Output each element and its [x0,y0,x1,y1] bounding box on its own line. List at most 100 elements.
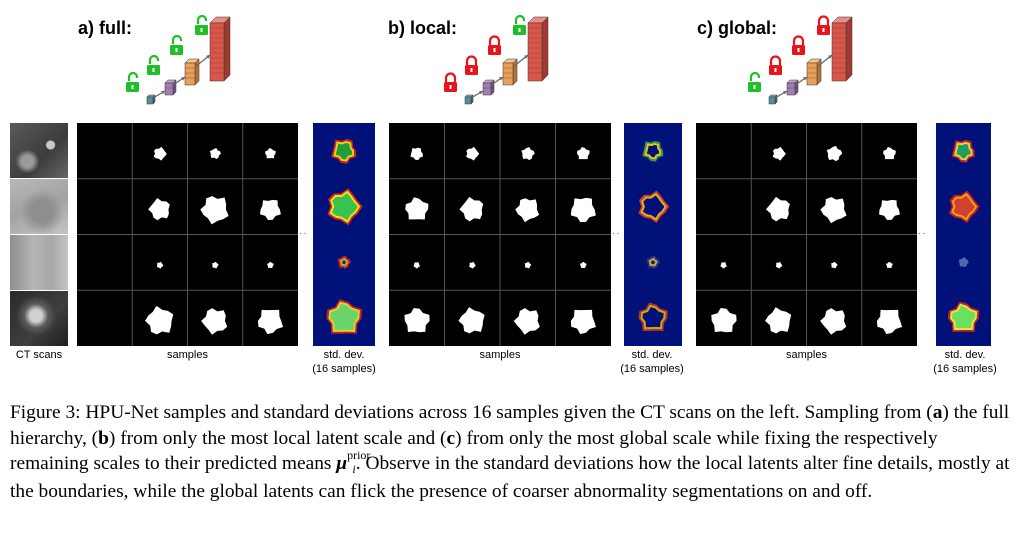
hierarchy-arrow-1 [774,90,788,99]
ellipsis-global: ·· [918,228,927,239]
std-dev-label-full: std. dev. (16 samples) [300,348,388,376]
segmentation-sample [458,307,485,334]
segmentation-sample [820,308,847,335]
segmentation-sample [469,261,476,269]
segmentation-sample [883,146,896,160]
figure-label: Figure 3: [10,402,81,423]
hierarchy-diagram-full [126,14,231,105]
unlocked-lock-icon [170,34,183,55]
std-dev-map [646,255,660,269]
samples-label-local: samples [479,349,521,361]
segmentation-sample [211,261,219,269]
segmentation-sample [521,146,535,161]
segmentation-sample [200,196,229,225]
latent-block-1 [768,94,778,105]
unlocked-lock-icon [126,71,139,92]
hierarchy-arrow-1 [152,90,166,99]
ct-scans-strip [10,123,68,346]
locked-lock-icon [769,55,782,75]
hierarchy-diagram-global [748,15,853,105]
ct-scan-3 [10,235,68,290]
std-dev-label-line2: (16 samples) [933,363,997,375]
unlocked-lock-icon [147,54,160,75]
unlocked-lock-icon [513,14,526,35]
latent-block-3 [806,58,822,86]
segmentation-sample [413,262,420,269]
ct-scan-2 [10,179,68,234]
segmentation-sample [711,308,737,333]
latent-block-4 [527,16,549,82]
hierarchy-arrow-2 [794,76,808,86]
locked-lock-icon [465,55,478,75]
locked-lock-icon [444,72,457,92]
segmentation-sample [148,198,170,221]
segmentation-sample [886,261,893,268]
ct-scan-1 [10,123,68,178]
segmentation-sample [201,308,228,335]
latent-block-1 [146,94,156,105]
segmentation-sample [404,308,430,333]
segmentation-sample [257,309,284,335]
ct-scan-4 [10,291,68,346]
locked-lock-icon [792,35,805,55]
unlocked-lock-icon [748,71,761,92]
mu-symbol: μ [336,453,348,474]
segmentation-sample [576,146,590,160]
std-dev-map [947,301,980,333]
ellipsis-local: ·· [612,228,621,239]
segmentation-sample [570,197,596,223]
std-dev-map [958,257,969,268]
std-dev-map [327,188,363,226]
latent-block-3 [502,58,518,86]
samples-label-full: samples [167,349,208,361]
ellipsis-full: ·· [299,228,308,239]
std-dev-label-line1: std. dev. [944,349,986,361]
segmentation-sample [513,308,540,335]
panel-title-local: b) local: [388,18,458,38]
latent-block-3 [184,58,200,86]
std-dev-label-line2: (16 samples) [620,363,684,375]
segmentation-sample [765,196,790,222]
segmentation-sample [405,197,429,220]
std-dev-map [337,255,351,269]
segmentation-sample [459,196,484,222]
segmentation-sample [267,261,274,268]
std-dev-map [638,190,670,224]
std-dev-map [642,140,664,162]
locked-lock-icon [488,35,501,55]
std-dev-column-local [624,123,682,346]
segmentation-sample [879,199,900,221]
segmentation-sample [720,262,727,269]
segmentation-sample [524,261,532,269]
segmentation-sample [580,261,587,268]
segmentation-sample [826,145,843,162]
latent-block-4 [209,16,231,82]
segmentation-sample [515,198,540,223]
hierarchy-arrow-3 [194,54,211,68]
figure-caption: Figure 3: HPU-Net samples and standard d… [10,402,1010,502]
samples-grid-local [389,123,611,346]
segmentation-sample [772,146,786,161]
std-dev-map [326,299,363,334]
samples-grid-full [77,123,298,346]
segmentation-sample [209,148,221,159]
segmentation-sample [775,261,783,269]
samples-grid-svg [389,123,611,346]
locked-lock-icon [817,15,830,35]
std-dev-label-local: std. dev. (16 samples) [608,348,696,376]
ct-scans-label: CT scans [15,349,63,361]
std-dev-map [951,139,975,163]
std-dev-column-global [936,123,991,346]
std-dev-label-global: std. dev. (16 samples) [921,348,1009,376]
segmentation-sample [876,309,903,335]
std-dev-label-line1: std. dev. [631,349,673,361]
segmentation-sample [765,307,792,334]
samples-grid-svg [77,123,298,346]
segmentation-sample [830,261,838,269]
hierarchy-arrow-1 [470,90,484,99]
std-dev-column-full [313,123,375,346]
segmentation-sample [144,305,174,335]
segmentation-sample [260,199,281,221]
std-dev-map [638,302,668,332]
segmentation-sample [156,261,164,269]
